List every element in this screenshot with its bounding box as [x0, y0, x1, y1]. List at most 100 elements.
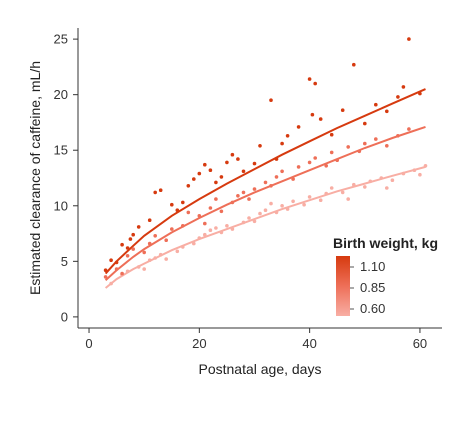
data-point-0.60 [158, 252, 163, 257]
data-point-0.85 [236, 194, 240, 198]
data-point-0.60 [197, 236, 202, 240]
data-point-1.10 [120, 242, 124, 247]
data-point-0.85 [214, 197, 218, 201]
data-point-1.10 [125, 246, 130, 250]
data-point-0.60 [390, 178, 395, 182]
y-tick-label: 5 [61, 254, 68, 269]
data-point-0.85 [203, 221, 207, 226]
y-axis-title: Estimated clearance of caffeine, mL/h [27, 61, 43, 295]
data-point-0.85 [131, 247, 135, 251]
data-point-0.85 [313, 156, 318, 160]
data-point-0.85 [114, 267, 119, 271]
data-point-0.85 [385, 144, 389, 148]
data-point-1.10 [214, 180, 218, 185]
data-point-0.60 [208, 228, 213, 232]
data-point-1.10 [340, 108, 345, 112]
data-point-0.85 [125, 254, 130, 258]
data-point-0.85 [164, 238, 168, 242]
data-points [103, 37, 428, 286]
data-point-0.60 [252, 219, 257, 224]
data-point-0.60 [329, 186, 334, 190]
data-point-1.10 [407, 37, 411, 41]
data-point-0.60 [175, 249, 180, 254]
data-point-0.85 [374, 137, 378, 141]
y-tick-label: 0 [61, 309, 68, 324]
data-point-1.10 [147, 218, 152, 222]
data-point-1.10 [153, 190, 157, 195]
data-point-0.60 [247, 216, 251, 220]
legend-color-bar [336, 256, 350, 316]
data-point-0.60 [385, 186, 389, 190]
x-axis-title: Postnatal age, days [199, 361, 322, 377]
data-point-0.60 [109, 281, 113, 286]
data-point-0.60 [225, 224, 229, 228]
data-point-0.60 [363, 185, 367, 189]
data-point-0.85 [346, 145, 351, 149]
data-point-1.10 [103, 268, 108, 273]
data-point-1.10 [385, 109, 389, 114]
data-point-1.10 [401, 85, 406, 89]
data-point-0.60 [291, 199, 295, 204]
data-point-0.60 [274, 210, 279, 215]
data-point-0.85 [396, 134, 400, 138]
legend-labels: 1.10 0.85 0.60 [350, 259, 385, 316]
data-point-1.10 [114, 260, 119, 265]
data-point-1.10 [131, 232, 135, 237]
data-point-0.85 [329, 150, 334, 155]
data-point-0.85 [335, 158, 340, 162]
data-point-0.85 [263, 180, 268, 185]
data-point-0.85 [197, 214, 202, 218]
data-point-1.10 [170, 202, 174, 207]
data-point-1.10 [236, 157, 240, 161]
data-point-0.85 [153, 234, 157, 238]
fit-curve-0.60 [104, 165, 426, 289]
data-point-1.10 [158, 188, 163, 192]
data-point-0.60 [368, 179, 373, 184]
data-point-1.10 [274, 157, 279, 161]
data-point-1.10 [310, 112, 315, 117]
data-point-1.10 [374, 102, 378, 107]
fit-curve-1.10 [104, 88, 426, 275]
data-point-1.10 [307, 77, 312, 81]
data-point-0.85 [324, 164, 329, 168]
legend-label: 1.10 [360, 259, 385, 274]
data-point-1.10 [136, 225, 141, 229]
data-point-1.10 [318, 117, 323, 121]
data-point-0.60 [412, 168, 417, 172]
data-point-1.10 [352, 62, 356, 67]
data-point-0.85 [103, 275, 108, 279]
data-point-0.85 [291, 177, 295, 181]
data-point-1.10 [252, 161, 257, 166]
data-point-0.85 [407, 127, 411, 131]
legend-label: 0.85 [360, 280, 385, 295]
data-point-1.10 [128, 237, 133, 241]
data-point-0.85 [120, 271, 124, 276]
data-point-0.60 [324, 191, 329, 196]
data-point-0.85 [230, 200, 235, 205]
axes: 0 20 40 60 0 5 10 15 20 25 [54, 28, 442, 351]
data-point-0.60 [379, 176, 384, 180]
data-point-1.10 [230, 152, 235, 157]
y-tick-label: 10 [54, 198, 68, 213]
legend-title: Birth weight, kg [333, 235, 438, 251]
data-point-0.60 [230, 227, 235, 231]
data-point-0.85 [307, 160, 312, 165]
data-point-1.10 [241, 169, 246, 174]
data-point-0.60 [263, 208, 268, 212]
data-point-0.60 [147, 258, 152, 263]
data-point-1.10 [186, 184, 191, 188]
y-tick-label: 20 [54, 87, 68, 102]
data-point-1.10 [269, 98, 273, 102]
data-point-0.60 [307, 195, 312, 199]
data-point-0.60 [285, 207, 290, 211]
data-point-0.60 [214, 226, 218, 230]
data-point-1.10 [280, 141, 284, 146]
data-point-0.85 [274, 175, 279, 179]
data-point-1.10 [258, 144, 262, 148]
data-point-0.85 [186, 210, 191, 215]
data-point-0.60 [203, 232, 207, 237]
legend: Birth weight, kg 1.10 0.85 0.60 [333, 235, 438, 316]
x-tick-label: 0 [85, 336, 92, 351]
data-point-0.85 [280, 169, 284, 174]
